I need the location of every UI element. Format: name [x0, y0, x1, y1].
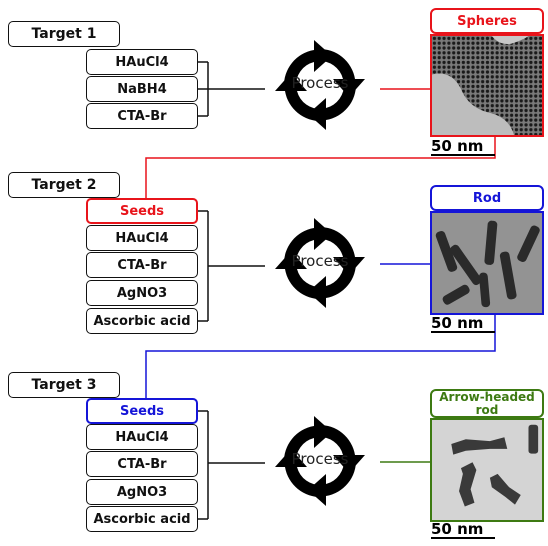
- process-label-2: Process: [291, 252, 349, 270]
- seeds-label-3: Seeds: [86, 398, 198, 424]
- scale-bar-text-3: 50 nm: [431, 520, 484, 538]
- ingredient-ctabr: CTA-Br: [86, 252, 198, 278]
- ingredient-nabh4: NaBH4: [86, 76, 198, 102]
- product-label-rod: Rod: [430, 185, 544, 211]
- scale-bar-3: 50 nm: [431, 520, 495, 539]
- scale-bar-text-2: 50 nm: [431, 314, 484, 332]
- circular-arrows-icon: [275, 416, 365, 506]
- seeds-label-2: Seeds: [86, 198, 198, 224]
- ingredient-ctabr: CTA-Br: [86, 103, 198, 129]
- micrograph-rod: [430, 211, 544, 315]
- micrograph-arrow-headed-rod: [430, 418, 544, 522]
- target-3-label: Target 3: [8, 372, 120, 398]
- ingredient-agno3: AgNO3: [86, 280, 198, 306]
- target-2-label: Target 2: [8, 172, 120, 198]
- scale-bar-1: 50 nm: [431, 137, 495, 156]
- product-label-spheres: Spheres: [430, 8, 544, 34]
- scale-bar-2: 50 nm: [431, 314, 495, 333]
- scale-bar-text-1: 50 nm: [431, 137, 484, 155]
- ingredient-haucl4: HAuCl4: [86, 225, 198, 251]
- process-label-3: Process: [291, 450, 349, 468]
- process-label-1: Process: [291, 74, 349, 92]
- scale-bar-line-2: [431, 331, 495, 333]
- scale-bar-line-1: [431, 154, 495, 156]
- circular-arrows-icon: [275, 40, 365, 130]
- ingredient-ctabr: CTA-Br: [86, 451, 198, 477]
- ingredient-ascorbic-acid: Ascorbic acid: [86, 506, 198, 532]
- circular-arrows-icon: [275, 218, 365, 308]
- target-1-label: Target 1: [8, 21, 120, 47]
- ingredient-ascorbic-acid: Ascorbic acid: [86, 308, 198, 334]
- ingredient-haucl4: HAuCl4: [86, 424, 198, 450]
- scale-bar-line-3: [431, 537, 495, 539]
- ingredient-haucl4: HAuCl4: [86, 49, 198, 75]
- product-label-arrow-headed-rod: Arrow-headed rod: [430, 389, 544, 418]
- ingredient-agno3: AgNO3: [86, 479, 198, 505]
- micrograph-spheres: [430, 34, 544, 137]
